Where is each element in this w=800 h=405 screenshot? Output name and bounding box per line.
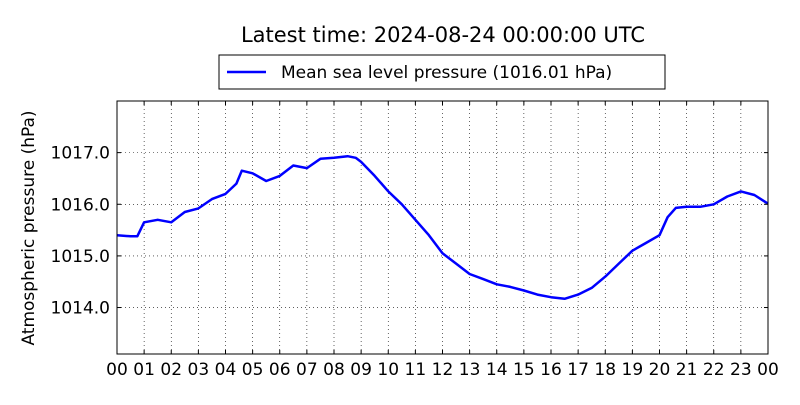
x-tick-label: 22 (703, 360, 725, 380)
x-tick-label: 07 (296, 360, 318, 380)
x-tick-label: 15 (513, 360, 535, 380)
y-tick-label: 1014.0 (51, 299, 110, 319)
x-tick-label: 13 (459, 360, 481, 380)
legend-label: Mean sea level pressure (1016.01 hPa) (281, 63, 612, 83)
series-line-mean-sea-level-pressure (116, 154, 769, 301)
x-tick-label: 09 (350, 360, 372, 380)
y-axis-label: Atmospheric pressure (hPa) (19, 110, 39, 345)
x-tick-label: 03 (188, 360, 210, 380)
x-tick-label: 10 (377, 360, 399, 380)
x-tick-label: 05 (242, 360, 264, 380)
grid (117, 101, 768, 354)
y-tick-label: 1015.0 (51, 247, 110, 267)
x-tick-label: 16 (540, 360, 562, 380)
x-tick-label: 00 (757, 360, 779, 380)
axis-ticks: 00 01 02 03 04 05 06 07 08 09 10 11 12 13 14 15 16 17 18 19… (51, 101, 779, 380)
x-tick-label: 08 (323, 360, 345, 380)
x-tick-label: 23 (730, 360, 752, 380)
x-tick-label: 06 (269, 360, 291, 380)
x-tick-label: 19 (622, 360, 644, 380)
x-tick-label: 01 (133, 360, 155, 380)
x-tick-label: 12 (432, 360, 454, 380)
x-tick-label: 00 (106, 360, 128, 380)
x-tick-label: 18 (594, 360, 616, 380)
x-tick-label: 02 (160, 360, 182, 380)
chart-title: Latest time: 2024-08-24 00:00:00 UTC (241, 23, 645, 47)
x-tick-label: 17 (567, 360, 589, 380)
x-tick-label: 04 (215, 360, 237, 380)
y-tick-label: 1016.0 (51, 195, 110, 215)
series-layer (116, 154, 769, 301)
x-tick-label: 21 (676, 360, 698, 380)
x-tick-label: 11 (405, 360, 427, 380)
x-tick-label: 14 (486, 360, 508, 380)
legend-box (218, 54, 666, 90)
legend: Mean sea level pressure (1016.01 hPa) (218, 54, 666, 90)
plot-frame (116, 100, 769, 355)
y-tick-label: 1017.0 (51, 144, 110, 164)
x-tick-label: 20 (649, 360, 671, 380)
